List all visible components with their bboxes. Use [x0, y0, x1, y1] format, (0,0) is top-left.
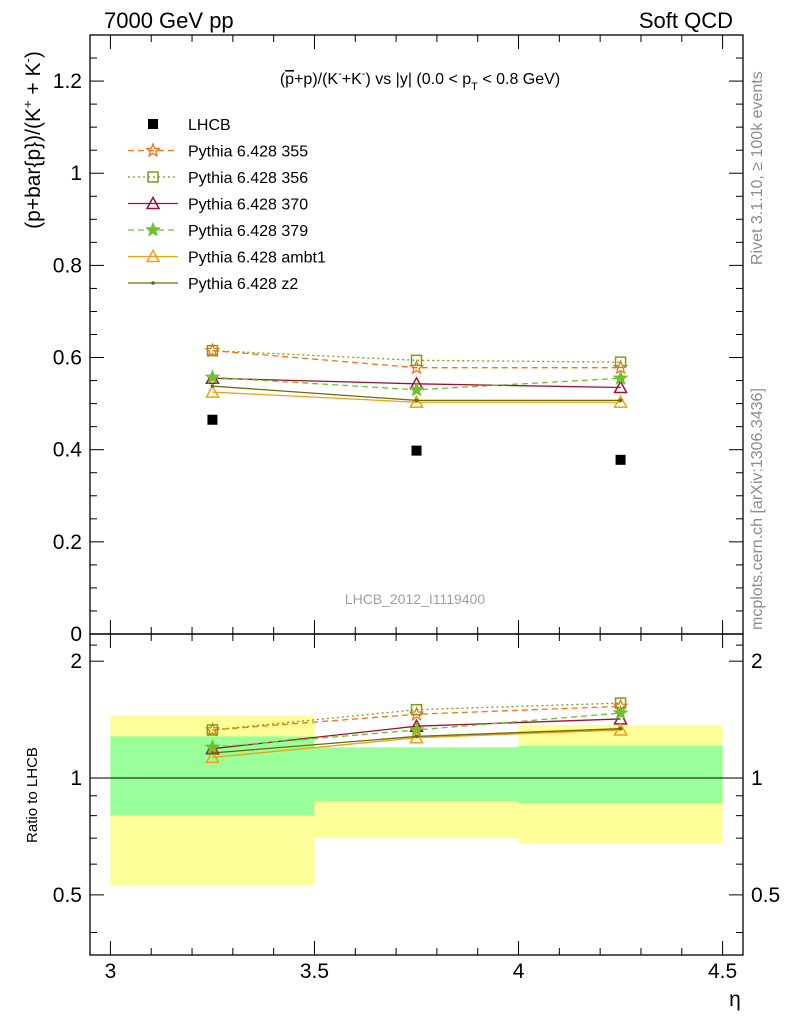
x-tick-label: 4.5: [708, 960, 737, 983]
main-y-tick-label: 0.8: [53, 254, 82, 277]
data-point-5-0: [205, 384, 220, 398]
legend-label-0: LHCB: [188, 117, 231, 134]
legend-marker-5: [145, 248, 161, 263]
main-y-tick-label: 0.4: [53, 439, 83, 462]
series-line-2: [212, 349, 621, 363]
data-point-5-2: [613, 394, 628, 408]
data-point-2-2: [614, 356, 627, 368]
data-point-4-1: [408, 381, 425, 397]
ratio-frame: [89, 633, 744, 956]
main-y-tick-label: 1.2: [53, 70, 82, 93]
data-point-2-1: [410, 354, 423, 367]
main-y-tick-label: 0.6: [53, 347, 82, 370]
stat-uncertainty-band-1: [314, 747, 519, 802]
ratio-uncertainty-bands: [90, 715, 743, 886]
stat-uncertainty-band-2: [518, 745, 723, 804]
legend-marker-0: [148, 119, 158, 129]
legend-label-6: Pythia 6.428 z2: [188, 276, 298, 293]
legend-label-3: Pythia 6.428 370: [188, 197, 308, 214]
data-point-0-1: [411, 445, 422, 456]
legend-marker-6: [151, 281, 155, 285]
ratio-y-axis-label: Ratio to LHCB: [24, 747, 41, 843]
ratio-y-tick-label: 2: [70, 650, 82, 673]
main-y-axis-label: (p+bar{p})/(K+ + K-): [20, 51, 45, 229]
ratio-y-tick-label-right: 0.5: [751, 884, 780, 907]
ratio-point-5-0: [210, 751, 215, 755]
legend-marker-1: [145, 142, 161, 158]
data-point-3-2: [613, 379, 628, 394]
ratio-y-tick-label: 0.5: [53, 884, 82, 907]
mcplots-label: mcplots.cern.ch [arXiv:1306.3436]: [749, 388, 766, 630]
data-point-0-2: [615, 454, 626, 465]
ratio-y-tick-label-right: 2: [751, 650, 763, 673]
header-right: Soft QCD: [639, 8, 733, 33]
rivet-label: Rivet 3.1.10, ≥ 100k events: [749, 71, 766, 265]
ratio-point-5-2: [618, 726, 623, 731]
main-plot-content: [204, 342, 629, 465]
data-point-4-2: [612, 370, 629, 385]
data-point-6-2: [618, 398, 623, 403]
ratio-point-3-1: [408, 721, 425, 737]
plot-title: (p+p)/(K-+K-) vs |y| (0.0 < pT < 0.8 GeV…: [280, 68, 560, 93]
legend-marker-3: [145, 195, 161, 210]
legend-marker-2: [147, 171, 159, 183]
data-point-5-1: [409, 394, 424, 408]
data-point-6-1: [414, 398, 419, 403]
ratio-plot-content: [204, 697, 629, 764]
legend-label-1: Pythia 6.428 355: [188, 144, 308, 161]
ratio-point-5-1: [414, 734, 419, 739]
ratio-y-tick-label: 1: [70, 767, 82, 790]
data-point-6-0: [210, 384, 215, 388]
series-line-5: [212, 391, 621, 403]
ratio-point-3-2: [612, 704, 629, 720]
legend-label-4: Pythia 6.428 379: [188, 223, 308, 240]
header-left: 7000 GeV pp: [104, 8, 234, 33]
analysis-watermark: LHCB_2012_I1119400: [345, 591, 486, 607]
ratio-point-4-0: [205, 749, 220, 764]
data-point-0-0: [207, 414, 218, 425]
x-axis-label: η: [729, 988, 741, 1011]
x-tick-label: 3.5: [300, 960, 329, 983]
axes: 0 0.2 0.4 0.6 0.8 1 1.2 0.5 0.5 1 1 2 2 3 3.5 4 4.5: [53, 34, 780, 983]
legend-label-2: Pythia 6.428 356: [188, 170, 308, 187]
series-line-1: [212, 349, 621, 369]
main-y-tick-label: 1: [70, 162, 82, 185]
legend-label-5: Pythia 6.428 ambt1: [188, 250, 326, 267]
legend-marker-4: [145, 221, 161, 237]
legend: LHCB Pythia 6.428 355 Pythia 6.428 356 Pyth…: [128, 117, 326, 293]
main-y-tick-label: 0: [70, 623, 82, 646]
ratio-y-tick-label-right: 1: [751, 767, 763, 790]
ratio-line-1: [212, 702, 621, 731]
ratio-point-1-0: [206, 724, 219, 736]
main-y-tick-label: 0.2: [53, 531, 82, 554]
data-point-2-0: [206, 344, 219, 357]
x-tick-label: 4: [513, 960, 525, 983]
ratio-point-1-1: [410, 703, 423, 716]
data-point-4-0: [204, 369, 221, 385]
x-tick-label: 3: [105, 960, 117, 983]
